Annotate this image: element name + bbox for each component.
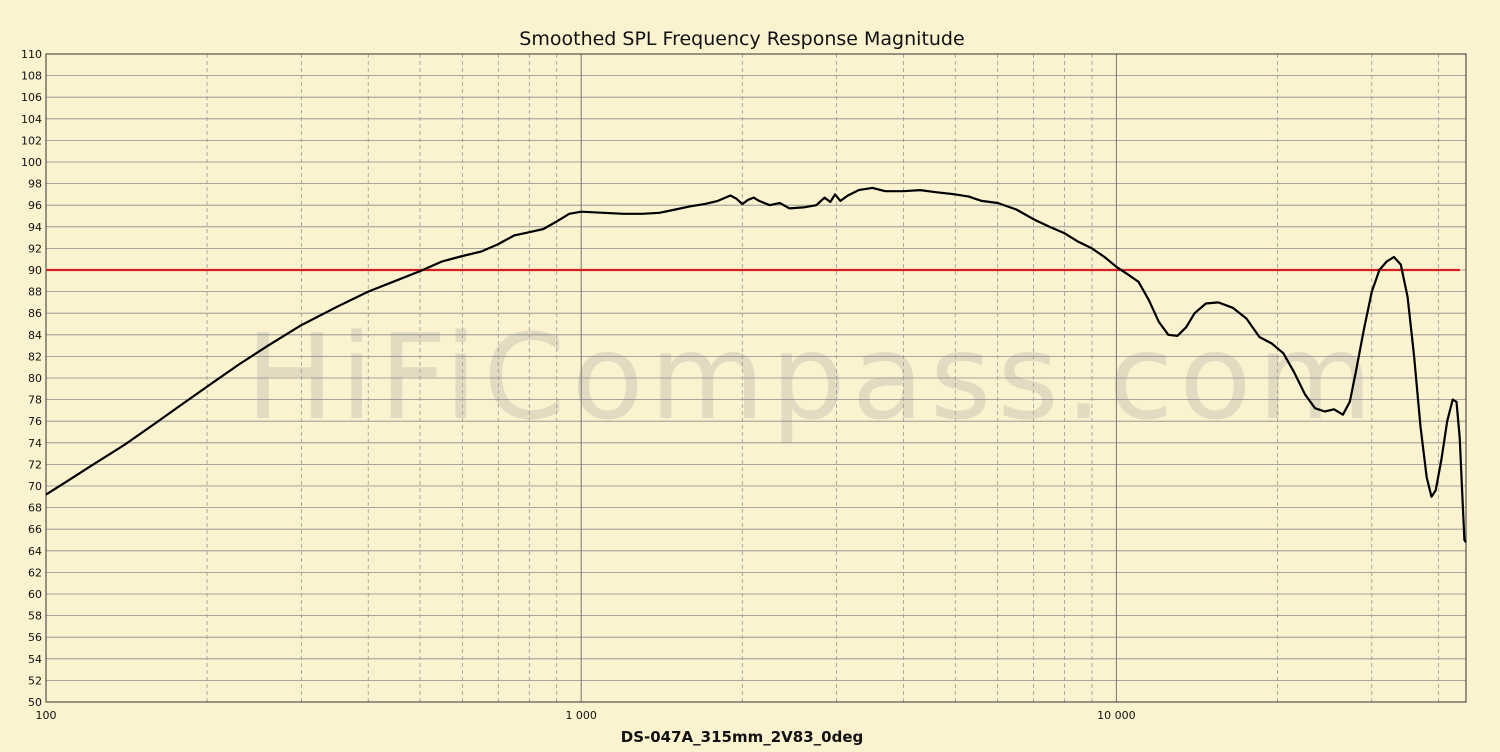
y-tick-label: 100: [21, 156, 42, 169]
x-tick-label: 10 000: [1097, 709, 1136, 722]
y-tick-label: 58: [28, 610, 42, 623]
y-tick-label: 78: [28, 394, 42, 407]
y-tick-label: 106: [21, 91, 42, 104]
y-tick-label: 80: [28, 372, 42, 385]
y-tick-label: 64: [28, 545, 42, 558]
y-tick-label: 82: [28, 350, 42, 363]
y-tick-label: 70: [28, 480, 42, 493]
y-tick-label: 104: [21, 113, 42, 126]
y-tick-label: 108: [21, 70, 42, 83]
y-tick-label: 110: [21, 48, 42, 61]
y-tick-label: 66: [28, 523, 42, 536]
y-tick-label: 74: [28, 437, 42, 450]
y-tick-label: 52: [28, 674, 42, 687]
x-tick-label: 100: [36, 709, 57, 722]
grid-lines: [45, 53, 1466, 703]
x-tick-label: 1 000: [565, 709, 597, 722]
y-tick-label: 76: [28, 415, 42, 428]
y-tick-label: 56: [28, 631, 42, 644]
y-tick-label: 96: [28, 199, 42, 212]
y-tick-label: 102: [21, 134, 42, 147]
x-axis-label: DS-047A_315mm_2V83_0deg: [621, 728, 863, 746]
y-tick-label: 88: [28, 286, 42, 299]
y-tick-label: 68: [28, 502, 42, 515]
x-axis-ticks: 100 1 000 10 000: [36, 709, 1136, 722]
y-tick-label: 54: [28, 653, 42, 666]
watermark: HiFiCompass.com: [246, 308, 1379, 446]
y-tick-label: 84: [28, 329, 42, 342]
y-tick-label: 92: [28, 242, 42, 255]
y-tick-label: 94: [28, 221, 42, 234]
y-tick-label: 86: [28, 307, 42, 320]
y-tick-label: 72: [28, 458, 42, 471]
y-tick-label: 50: [28, 696, 42, 709]
y-tick-label: 90: [28, 264, 42, 277]
y-axis-ticks: 50 52 54 56 58 60 62 64 66 68 70 72 74 76 78 80 82 84 86 88…: [21, 48, 42, 709]
chart-title: Smoothed SPL Frequency Response Magnitud…: [519, 28, 964, 50]
y-tick-label: 98: [28, 178, 42, 191]
y-tick-label: 62: [28, 566, 42, 579]
plot-frame: [45, 53, 1467, 703]
series-line: [45, 186, 1467, 543]
y-tick-label: 60: [28, 588, 42, 601]
